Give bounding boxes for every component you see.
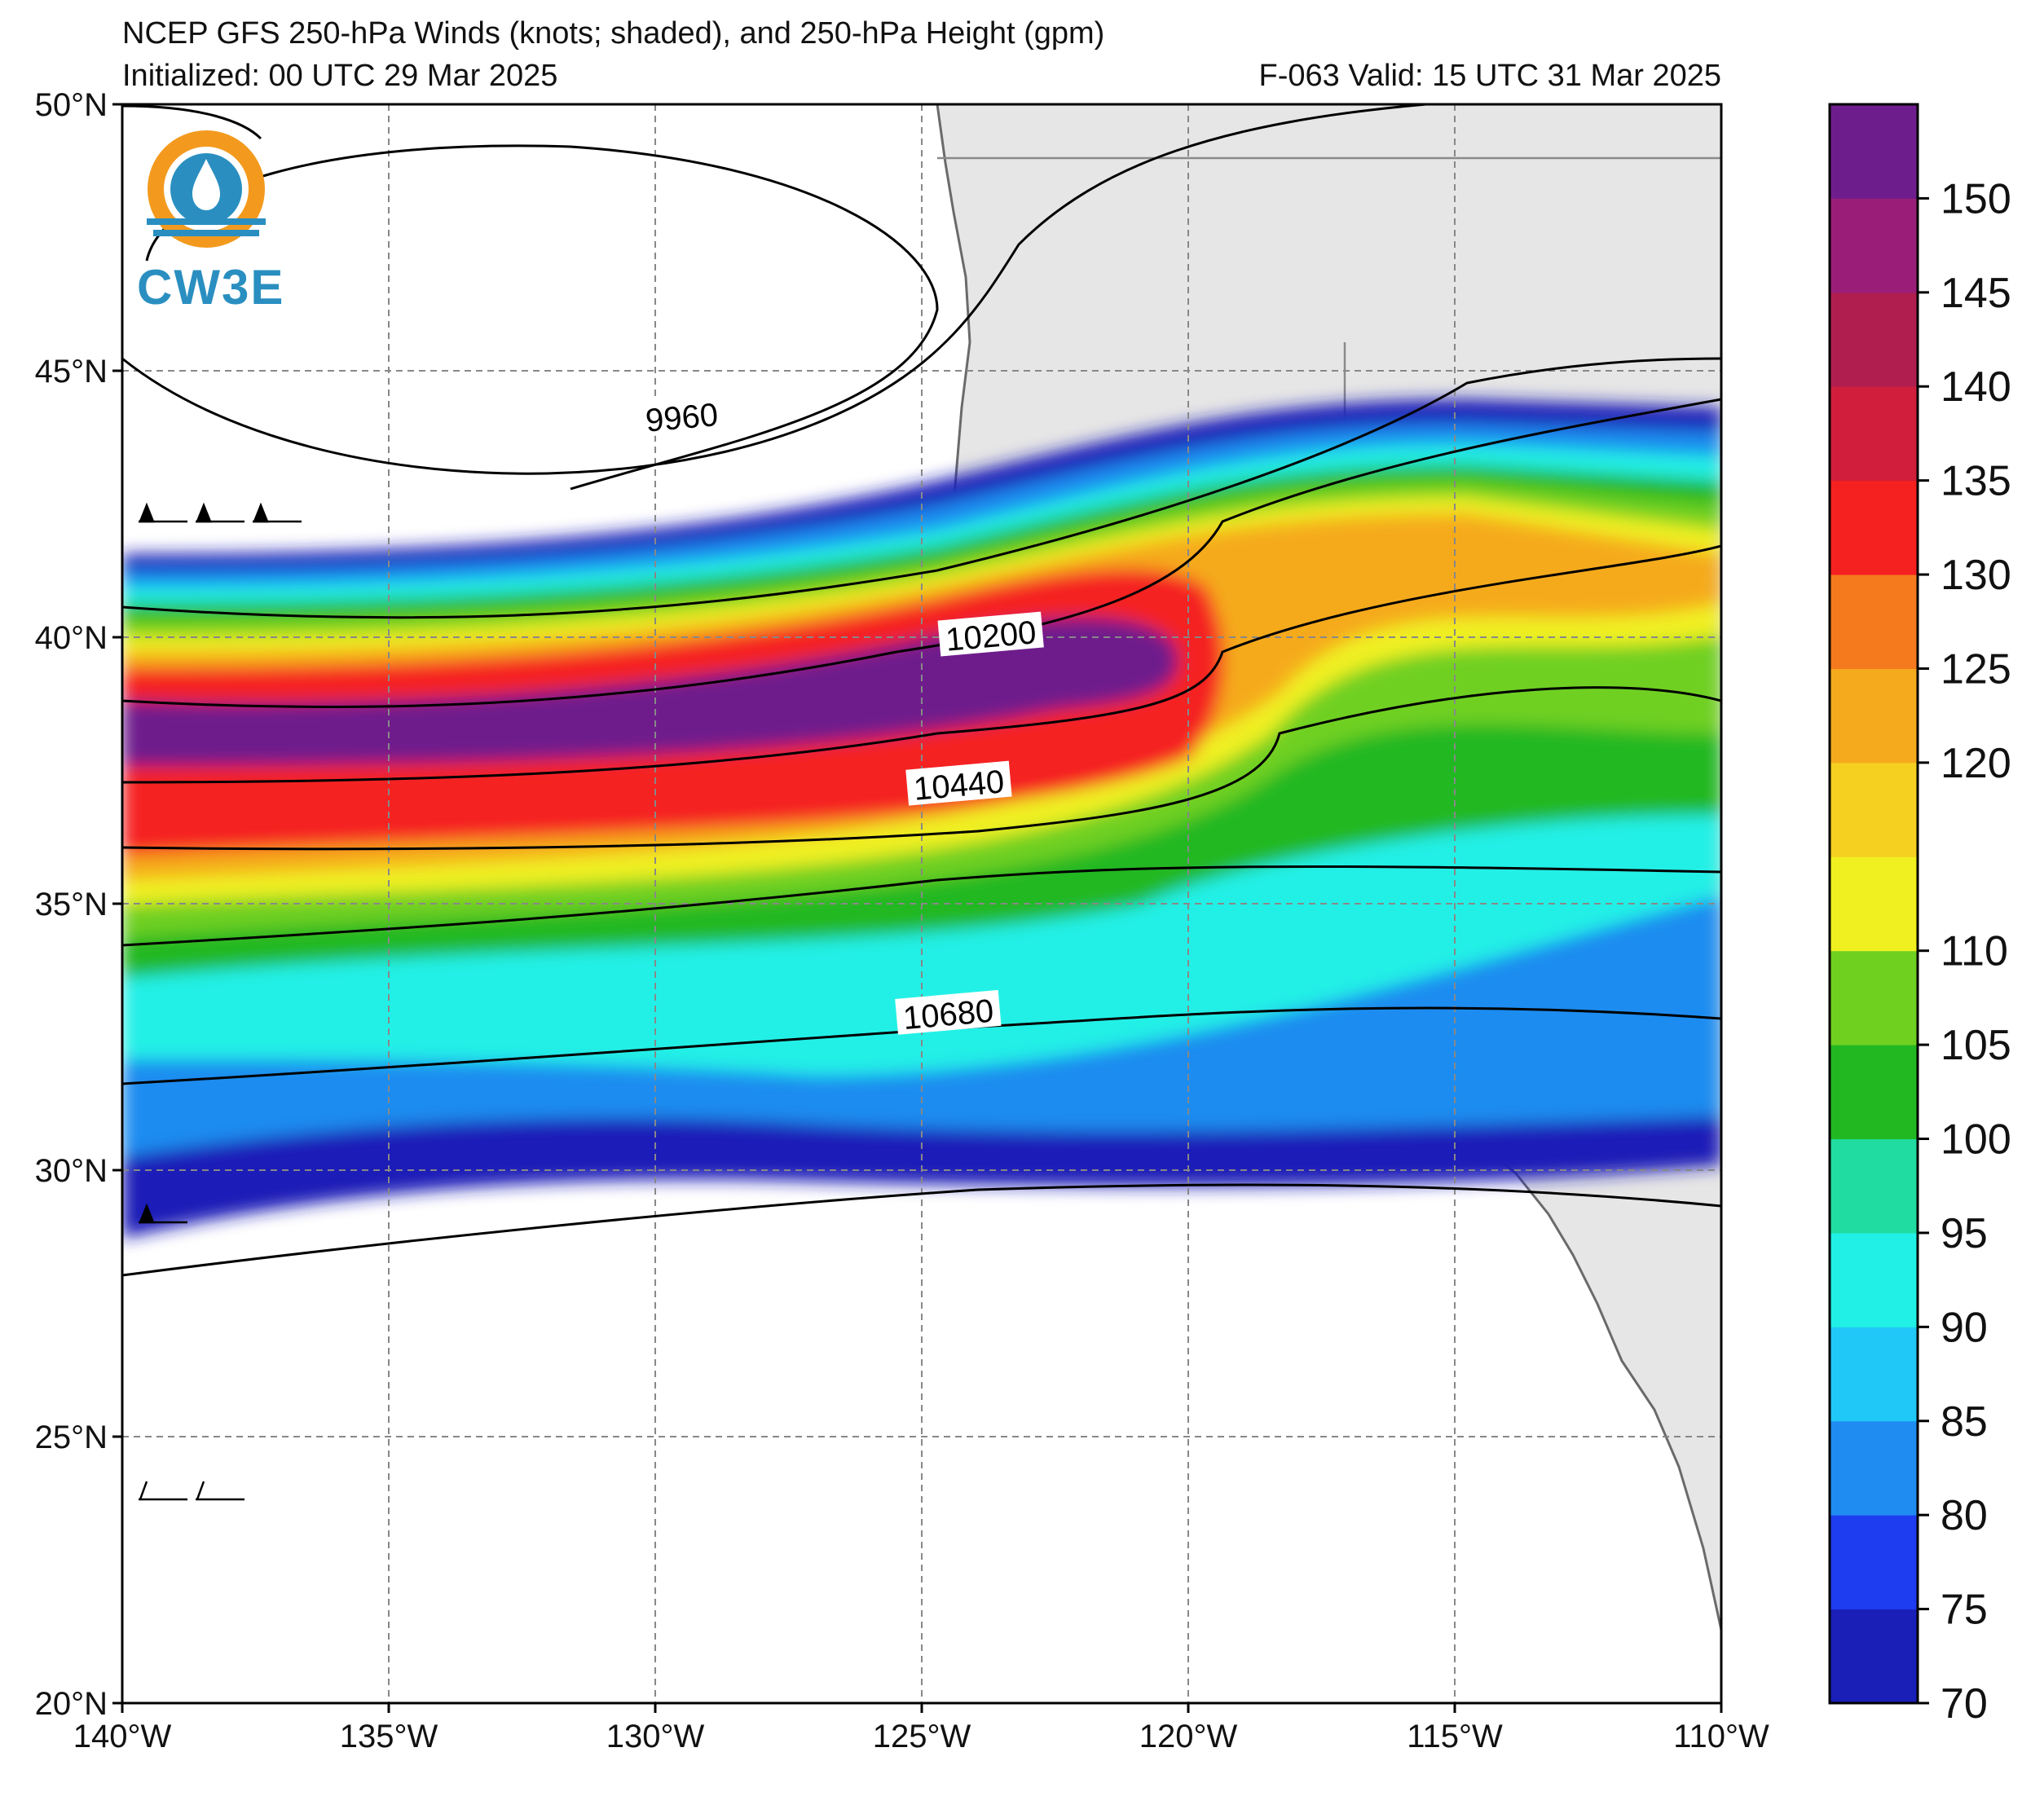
colorbar-swatch: [1830, 1515, 1918, 1610]
colorbar-swatch: [1830, 292, 1918, 387]
colorbar-swatch: [1830, 574, 1918, 669]
colorbar-tick-label: 100: [1940, 1116, 2011, 1164]
colorbar-tick-label: 105: [1940, 1022, 2011, 1069]
colorbar-tick-label: 110: [1940, 928, 2008, 975]
colorbar-swatch: [1830, 1327, 1918, 1422]
lon-tick-label: 120°W: [1139, 1719, 1238, 1754]
chart-title: NCEP GFS 250-hPa Winds (knots; shaded), …: [122, 16, 1105, 51]
colorbar-tick-label: 145: [1940, 270, 2011, 317]
latitude-axis: 50°N 45°N 40°N 35°N 30°N 25°N 20°N: [35, 87, 122, 1722]
longitude-axis: 140°W 135°W 130°W 125°W 120°W 115°W 110°W: [73, 1703, 1769, 1754]
lon-tick-label: 125°W: [873, 1719, 971, 1754]
lon-tick-label: 115°W: [1407, 1719, 1503, 1754]
colorbar-tick-label: 95: [1940, 1210, 1988, 1257]
colorbar-tick-label: 135: [1940, 458, 2011, 505]
initialized-time: Initialized: 00 UTC 29 Mar 2025: [122, 59, 558, 93]
colorbar-tick-label: 125: [1940, 645, 2011, 693]
cw3e-logo: [147, 130, 266, 248]
contour-label: 10440: [912, 764, 1006, 808]
lat-lon-grid: [122, 104, 1721, 1703]
colorbar-tick-label: 130: [1940, 552, 2011, 599]
colorbar-tick-label: 80: [1940, 1492, 1988, 1539]
colorbar-swatch: [1830, 950, 1918, 1045]
contour-label-bg: [937, 611, 1044, 657]
colorbar-swatch: [1830, 668, 1918, 764]
contour-label-bg: [905, 760, 1012, 806]
contour-label-bg: [895, 989, 1002, 1035]
lat-tick-label: 40°N: [35, 620, 108, 656]
lat-tick-label: 35°N: [35, 887, 108, 922]
lat-tick-label: 30°N: [35, 1153, 108, 1189]
colorbar-swatch: [1830, 1045, 1918, 1140]
height-contours: [122, 104, 1721, 1277]
colorbar: 70 75 80 85 90 95 100 105 110 120 125 130 135 140 145 1…: [1828, 103, 2011, 1728]
contour-label: 10680: [901, 993, 995, 1037]
colorbar-frame: [1828, 103, 1919, 1705]
lat-tick-label: 50°N: [35, 87, 108, 123]
colorbar-tick-label: 120: [1940, 740, 2011, 787]
lon-tick-label: 135°W: [340, 1719, 438, 1754]
colorbar-swatch: [1830, 198, 1918, 293]
lon-tick-label: 130°W: [606, 1719, 705, 1754]
lat-tick-label: 45°N: [35, 354, 108, 390]
colorbar-tick-label: 75: [1940, 1587, 1988, 1634]
colorbar-swatch: [1830, 1420, 1918, 1516]
colorbar-tick-label: 140: [1940, 363, 2011, 411]
colorbar-tick-label: 85: [1940, 1398, 1988, 1446]
contour-labels: 9960 10200 10440 10680: [637, 394, 1044, 1037]
colorbar-swatch: [1830, 1609, 1918, 1704]
contour-label: 10200: [945, 614, 1038, 658]
colorbar-swatch: [1830, 1138, 1918, 1234]
lon-tick-label: 140°W: [73, 1719, 172, 1754]
lon-tick-label: 110°W: [1673, 1719, 1769, 1754]
lat-tick-label: 20°N: [35, 1686, 108, 1722]
colorbar-tick-label: 70: [1940, 1680, 1988, 1728]
valid-time: F-063 Valid: 15 UTC 31 Mar 2025: [1258, 59, 1721, 93]
lat-tick-label: 25°N: [35, 1420, 108, 1455]
colorbar-swatch: [1830, 480, 1918, 575]
colorbar-tick-label: 150: [1940, 175, 2011, 222]
colorbar-swatch: [1830, 856, 1918, 952]
colorbar-swatch: [1830, 104, 1918, 199]
colorbar-swatch: [1830, 1232, 1918, 1327]
logo-text: CW3E: [137, 260, 285, 315]
contour-label-bg: [637, 394, 726, 438]
colorbar-swatch: [1830, 386, 1918, 482]
contour-label: 9960: [644, 397, 719, 439]
colorbar-tick-label: 90: [1940, 1304, 1988, 1351]
colorbar-swatch: [1830, 762, 1918, 857]
wind-barbs: [139, 502, 302, 1501]
